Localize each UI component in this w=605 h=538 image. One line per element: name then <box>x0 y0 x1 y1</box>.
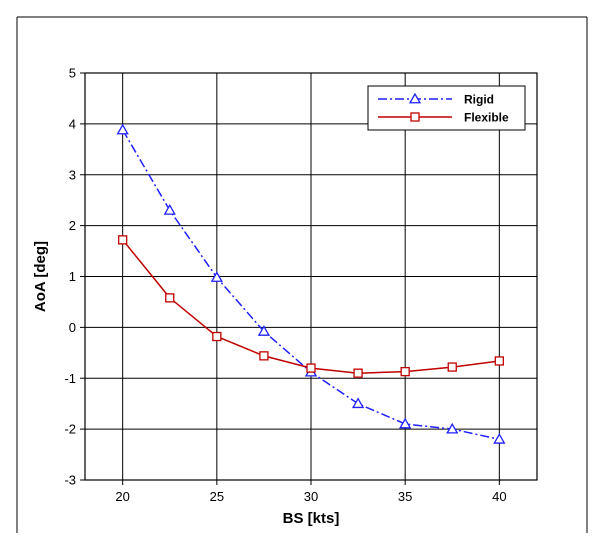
data-point-flexible <box>306 363 316 373</box>
data-point-flexible <box>118 235 128 245</box>
y-tick-label: 5 <box>69 66 76 81</box>
legend-marker-flexible <box>410 112 420 122</box>
y-tick-label: 2 <box>69 218 76 233</box>
y-tick-label: 4 <box>69 116 76 131</box>
y-axis-title: AoA [deg] <box>32 241 49 312</box>
x-tick-label: 35 <box>398 489 412 504</box>
data-point-rigid <box>446 422 459 434</box>
data-point-rigid <box>163 204 176 215</box>
x-tick-label: 20 <box>115 489 129 504</box>
data-point-flexible <box>400 366 410 377</box>
y-tick-label: 0 <box>69 320 76 335</box>
x-tick-label: 25 <box>210 489 224 504</box>
data-point-flexible <box>447 362 457 372</box>
data-point-flexible <box>259 351 269 361</box>
y-tick-label: -2 <box>64 422 76 437</box>
data-point-rigid <box>493 432 506 444</box>
data-point-flexible <box>165 293 175 303</box>
series-flexible <box>118 235 504 378</box>
legend-marker-rigid <box>408 92 422 104</box>
data-point-rigid <box>116 123 129 135</box>
data-point-rigid <box>399 417 412 429</box>
legend-label-rigid: Rigid <box>464 93 494 107</box>
legend: Rigid Flexible <box>367 85 526 131</box>
data-point-rigid <box>210 271 223 282</box>
data-point-rigid <box>351 397 365 409</box>
series-group <box>116 123 506 444</box>
x-tick-label: 40 <box>492 489 506 504</box>
y-tick-label: 3 <box>69 167 76 182</box>
x-axis-title: BS [kts] <box>283 510 340 527</box>
data-point-rigid <box>257 325 271 336</box>
y-tick-label: -1 <box>64 371 76 386</box>
y-tick-label: 1 <box>69 269 76 284</box>
data-point-flexible <box>353 368 363 378</box>
y-axis-ticks: -3 -2 -1 0 1 2 3 4 5 <box>64 66 85 488</box>
legend-items <box>378 92 452 122</box>
x-axis-ticks: 20 25 30 35 40 <box>115 480 507 504</box>
data-point-flexible <box>494 356 504 366</box>
x-tick-label: 30 <box>304 489 318 504</box>
data-point-flexible <box>212 331 222 342</box>
legend-label-flexible: Flexible <box>464 111 509 125</box>
y-tick-label: -3 <box>64 473 76 488</box>
legend-box <box>367 85 526 131</box>
